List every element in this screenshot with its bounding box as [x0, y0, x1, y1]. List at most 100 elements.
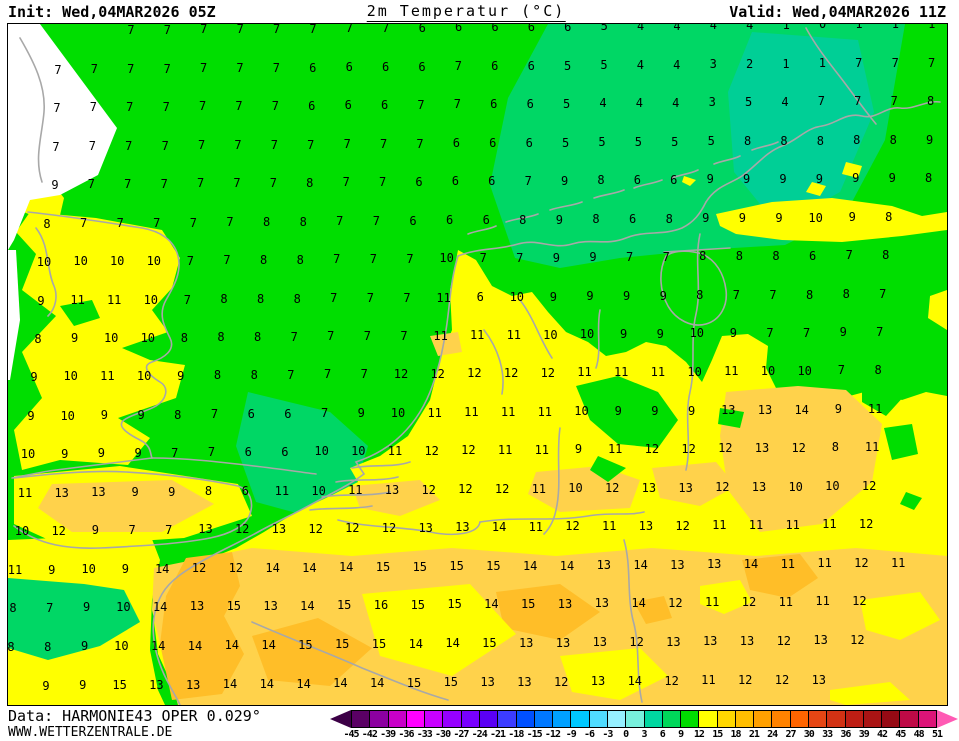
- temp-value: 13: [721, 403, 736, 418]
- temp-value: 9: [134, 445, 142, 460]
- yellow-patch-south: [860, 592, 940, 640]
- temp-value: 13: [455, 520, 470, 535]
- temp-value: 12: [51, 523, 66, 538]
- temp-value: 14: [631, 595, 646, 610]
- temp-value: 4: [636, 23, 645, 33]
- temp-value: 7: [270, 137, 279, 152]
- temp-value: 7: [345, 23, 354, 36]
- temp-value: 7: [290, 329, 298, 344]
- temp-value: 11: [748, 518, 764, 533]
- temp-value: 8: [889, 132, 897, 147]
- temp-value: 4: [636, 57, 645, 72]
- temp-value: 9: [61, 446, 69, 461]
- colorbar-segment: [899, 711, 918, 727]
- colorbar-tick-label: 48: [913, 729, 925, 740]
- temp-value: 11: [534, 442, 550, 457]
- temp-value: 11: [650, 364, 666, 379]
- temp-value: 3: [709, 57, 717, 72]
- temp-value: 9: [82, 600, 91, 615]
- temp-value: 7: [817, 94, 826, 109]
- temp-value: 15: [334, 637, 350, 652]
- temp-value: 7: [372, 214, 381, 229]
- temp-value: 10: [439, 251, 454, 266]
- temp-value: 6: [345, 60, 353, 75]
- temp-value: 12: [776, 633, 792, 648]
- colorbar-tick-label: 12: [693, 729, 705, 740]
- cool-land-patch-veluwe: [576, 376, 678, 448]
- colorbar-tick-label: -27: [453, 729, 469, 740]
- colorbar-segment: [643, 711, 662, 727]
- temp-value: 14: [491, 520, 507, 535]
- temp-value: 14: [224, 638, 240, 653]
- temp-value: 10: [825, 479, 840, 494]
- temp-value: 14: [150, 638, 166, 653]
- temp-value: 6: [491, 59, 499, 74]
- temp-value: 6: [476, 290, 484, 305]
- colorbar-tick-label: -39: [380, 729, 396, 740]
- temp-value: 13: [54, 485, 69, 500]
- temp-value: 9: [775, 210, 783, 225]
- colorbar-left-arrow: [330, 710, 351, 728]
- temp-value: 7: [453, 97, 462, 112]
- temp-value: 7: [406, 251, 414, 266]
- temp-value: 5: [563, 58, 572, 73]
- temp-value: 10: [390, 405, 406, 420]
- temp-value: 8: [816, 133, 825, 148]
- temp-value: 7: [879, 287, 887, 301]
- temp-value: 11: [436, 290, 451, 305]
- temp-value: 7: [479, 251, 487, 266]
- temp-value: 9: [100, 408, 109, 423]
- cool-sea-patch: [236, 392, 368, 514]
- temp-value: 7: [625, 250, 634, 265]
- temp-value: 7: [837, 363, 846, 378]
- temp-value: 4: [781, 94, 789, 109]
- temp-value: 7: [223, 253, 231, 268]
- temp-value: 12: [503, 365, 519, 380]
- temp-value: 12: [393, 366, 409, 381]
- colorbar-tick-label: 0: [623, 729, 629, 740]
- golden-patch: [652, 462, 736, 506]
- temp-value: 7: [163, 61, 171, 76]
- temp-value: 4: [709, 23, 718, 33]
- temp-value: 6: [415, 174, 423, 189]
- temp-value: 7: [236, 61, 244, 76]
- temp-value: 7: [272, 23, 281, 36]
- temp-value: 9: [574, 442, 583, 457]
- temp-value: 9: [121, 562, 130, 577]
- temp-value: 9: [555, 212, 564, 227]
- temp-value: 9: [888, 170, 896, 185]
- temp-value: 8: [735, 249, 744, 264]
- colorbar-segment: [606, 711, 626, 727]
- colorbar-segment: [771, 711, 790, 727]
- temp-value: 7: [88, 139, 97, 154]
- temp-value: 1: [855, 23, 863, 32]
- temp-value: 8: [882, 247, 890, 262]
- temp-value: 11: [890, 555, 906, 570]
- orange-patch: [496, 584, 600, 640]
- temp-value: 11: [70, 293, 85, 308]
- temp-value: 8: [299, 214, 307, 229]
- temp-value: 4: [599, 96, 607, 111]
- temp-value: 12: [191, 561, 207, 576]
- temp-value: 7: [128, 523, 136, 537]
- colorbar-tick-label: 18: [730, 729, 742, 740]
- temp-value: 7: [524, 173, 532, 188]
- colorbar-segment: [917, 711, 936, 727]
- temp-value: 9: [27, 408, 35, 423]
- temp-value: 7: [235, 99, 243, 114]
- colorbar-tick-label: -9: [565, 729, 577, 740]
- colorbar-segment: [387, 711, 406, 727]
- temp-value: 13: [518, 635, 534, 650]
- temp-value: 6: [344, 98, 352, 113]
- temp-value: 8: [780, 133, 788, 148]
- temp-value: 7: [516, 250, 524, 265]
- temp-value: 12: [791, 440, 806, 455]
- colorbar-tick-label: 15: [712, 729, 723, 740]
- temp-value: 13: [638, 518, 654, 533]
- temp-value: 13: [384, 482, 400, 497]
- warm-spot: [806, 182, 826, 196]
- colorbar-segment: [698, 711, 717, 727]
- colorbar-segment: [515, 711, 534, 727]
- temp-value: 12: [858, 517, 874, 532]
- temp-value: 7: [366, 291, 375, 306]
